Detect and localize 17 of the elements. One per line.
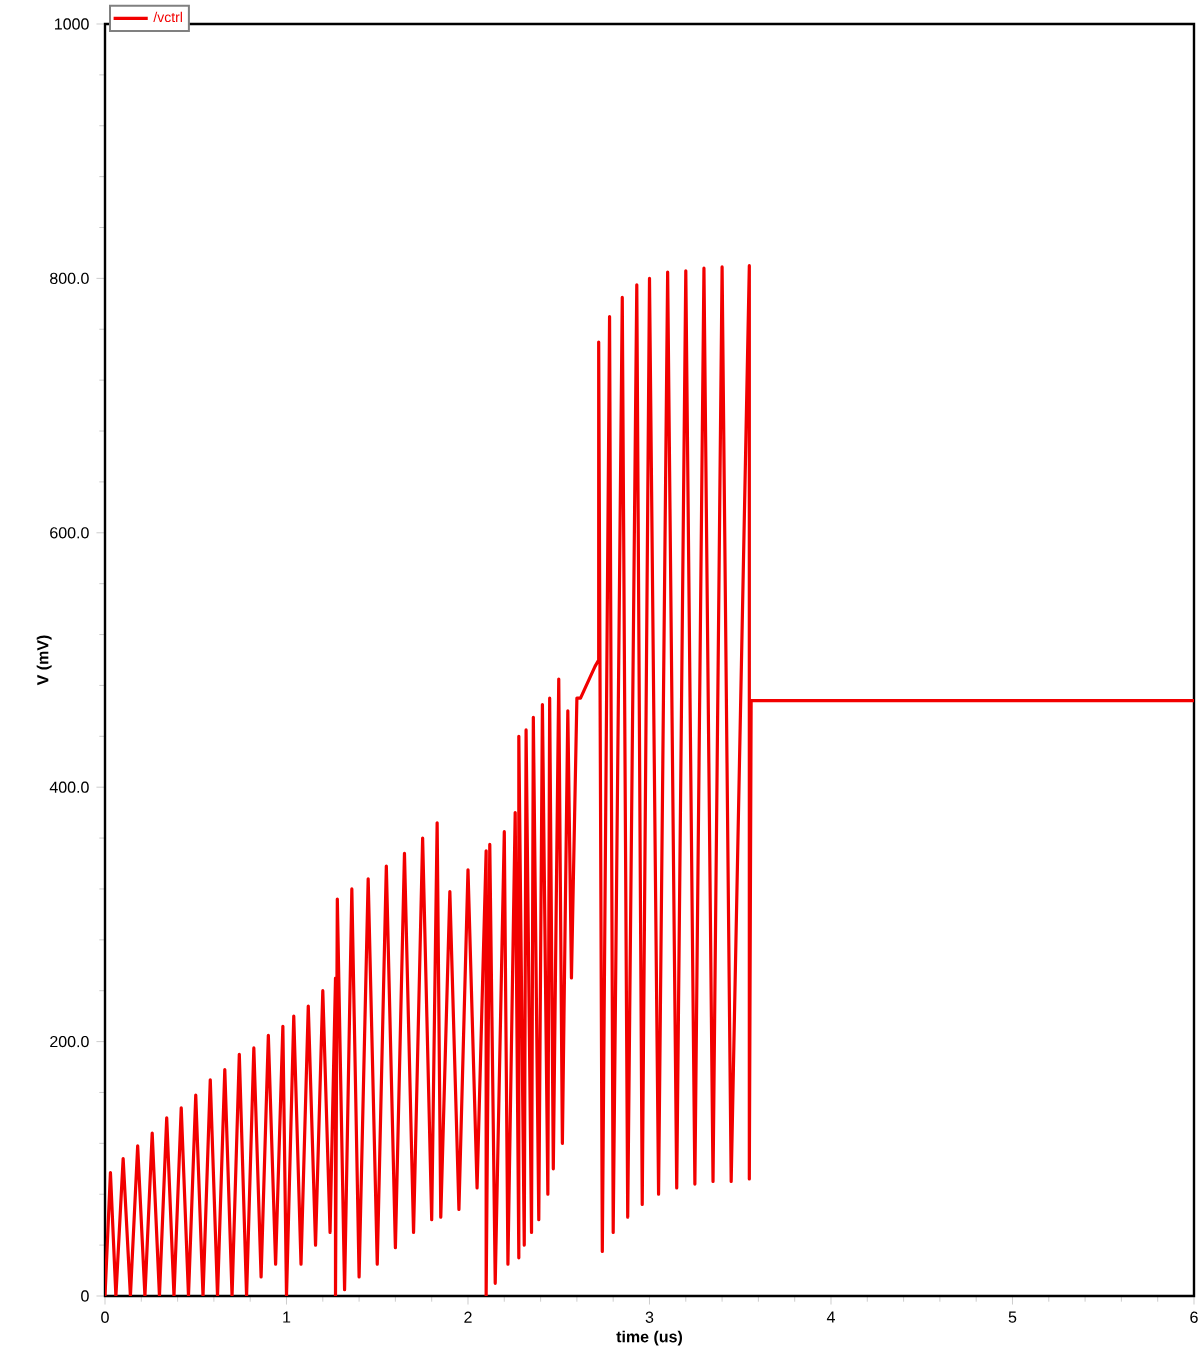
x-axis-title: time (us) [616,1330,682,1346]
x-tick-label: 0 [101,1311,109,1323]
y-tick-label: 400.0 [49,781,89,793]
legend-label: /vctrl [153,11,182,23]
x-tick-label: 3 [645,1311,654,1323]
x-tick-label: 6 [1190,1311,1198,1323]
y-tick-label: 0 [81,1290,89,1302]
x-tick-label: 5 [1008,1311,1017,1323]
x-tick-label: 1 [283,1311,291,1323]
y-tick-label: 200.0 [50,1035,89,1048]
line-series [105,264,1194,1296]
y-tick-label: 1000 [55,18,89,30]
x-tick-label: 2 [464,1311,472,1323]
y-axis-title: V (mV) [36,635,52,686]
y-tick-label: 800.0 [50,272,89,285]
x-tick-label: 4 [826,1311,835,1323]
y-tick-label: 600.0 [50,527,89,539]
